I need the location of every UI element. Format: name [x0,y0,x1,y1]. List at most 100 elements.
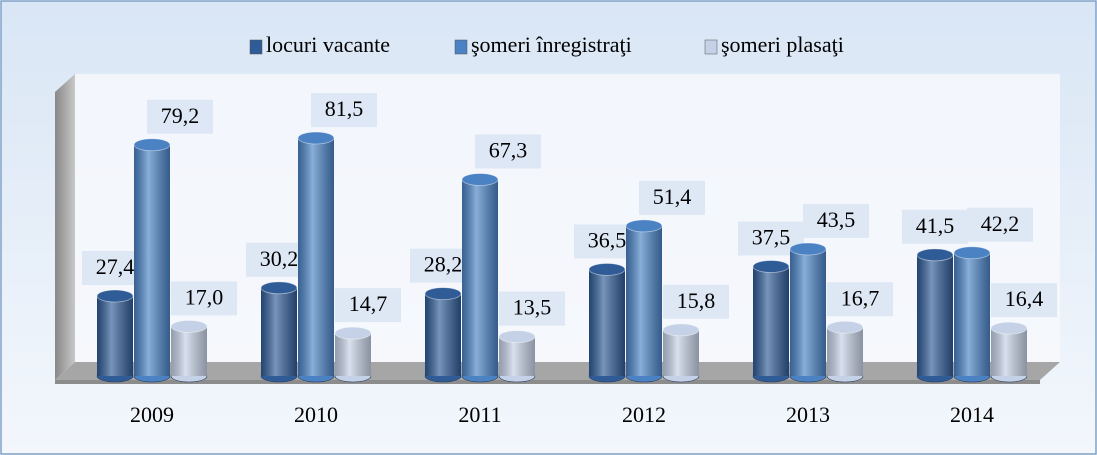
x-tick-label: 2009 [130,402,174,427]
legend-label: şomeri plasaţi [721,32,844,57]
value-label: 27,4 [96,254,135,279]
bar-shade [753,266,789,376]
value-label: 41,5 [916,213,955,238]
value-label-box [335,288,401,323]
bar-shade [790,248,826,376]
bar-top [170,319,208,333]
bar-top [96,289,134,303]
bar [424,287,462,383]
x-tick-label: 2013 [786,402,830,427]
value-label: 42,2 [981,211,1020,236]
bar [297,131,335,383]
value-label-box [827,282,893,317]
value-label: 14,7 [349,291,388,316]
bar-top [334,326,372,340]
bar [625,219,663,383]
value-label: 67,3 [489,138,528,163]
value-label-box [663,284,729,319]
value-label-box [639,180,705,215]
bar [662,323,700,383]
value-label: 15,8 [677,288,716,313]
value-label-box [475,134,541,169]
bar-shade [97,295,133,376]
bar-shade [171,326,207,376]
bar-top [990,321,1028,335]
x-tick-label: 2011 [458,402,501,427]
value-label: 16,7 [841,285,880,310]
bar-top [498,330,536,343]
legend-label: şomeri înregistraţi [471,32,632,57]
bar [789,242,827,383]
bar-shade [827,327,863,376]
bar [498,330,536,383]
side-wall [55,74,75,380]
floor-edge [55,380,1040,384]
bar-shade [991,328,1027,376]
bar-top [662,323,700,337]
value-label-box [902,209,968,244]
bar-top [424,287,462,301]
bar-shade [954,252,990,376]
bar-shade [589,269,625,376]
bar-top [826,320,864,334]
value-label: 13,5 [513,295,552,320]
x-tick-label: 2010 [294,402,338,427]
value-label: 37,5 [752,225,791,250]
bar-shade [626,225,662,376]
bar-top [916,248,954,262]
bar [170,319,208,383]
back-wall [75,74,1060,362]
bar-shade [917,254,953,376]
bar-top [461,173,499,186]
x-tick-label: 2014 [950,402,994,427]
value-label-box [803,203,869,238]
bar [260,281,298,383]
value-label: 17,0 [185,284,224,309]
bar-top [133,138,171,152]
bar [916,248,954,383]
x-tick-label: 2012 [622,402,666,427]
bar-shade [499,336,535,376]
value-label-box [147,99,213,134]
bar [752,260,790,383]
value-label: 16,4 [1005,286,1044,311]
bar-shade [335,333,371,376]
bar [96,289,134,383]
bar-shade [298,138,334,376]
bar-shade [663,329,699,376]
value-label-box [499,291,565,326]
value-label-box [171,281,237,316]
value-label-box [311,93,377,128]
bar [461,173,499,383]
bar-top [953,246,991,260]
value-label: 51,4 [653,184,692,209]
value-label: 43,5 [817,207,856,232]
bar [334,326,372,383]
legend-swatch [704,39,718,55]
bar [826,320,864,383]
bar [990,321,1028,383]
bar-top [625,219,663,233]
bar [953,246,991,383]
bar-top [260,281,298,295]
value-label: 81,5 [325,96,364,121]
bar-shade [425,293,461,376]
value-label: 36,5 [588,227,627,252]
legend-swatch [454,39,468,55]
legend-label: locuri vacante [266,32,390,57]
value-label: 28,2 [424,252,463,277]
bar-shade [462,179,498,376]
bar-shade [261,287,297,376]
value-label: 79,2 [161,103,200,128]
bar-top [752,260,790,273]
value-label-box [967,207,1033,242]
bar-shade [134,144,170,376]
bar-top [789,242,827,256]
bar [588,263,626,383]
bar-top [297,131,335,145]
value-label-box [991,283,1057,318]
bar [133,138,171,383]
legend-swatch [249,39,263,55]
bar-top [588,263,626,276]
